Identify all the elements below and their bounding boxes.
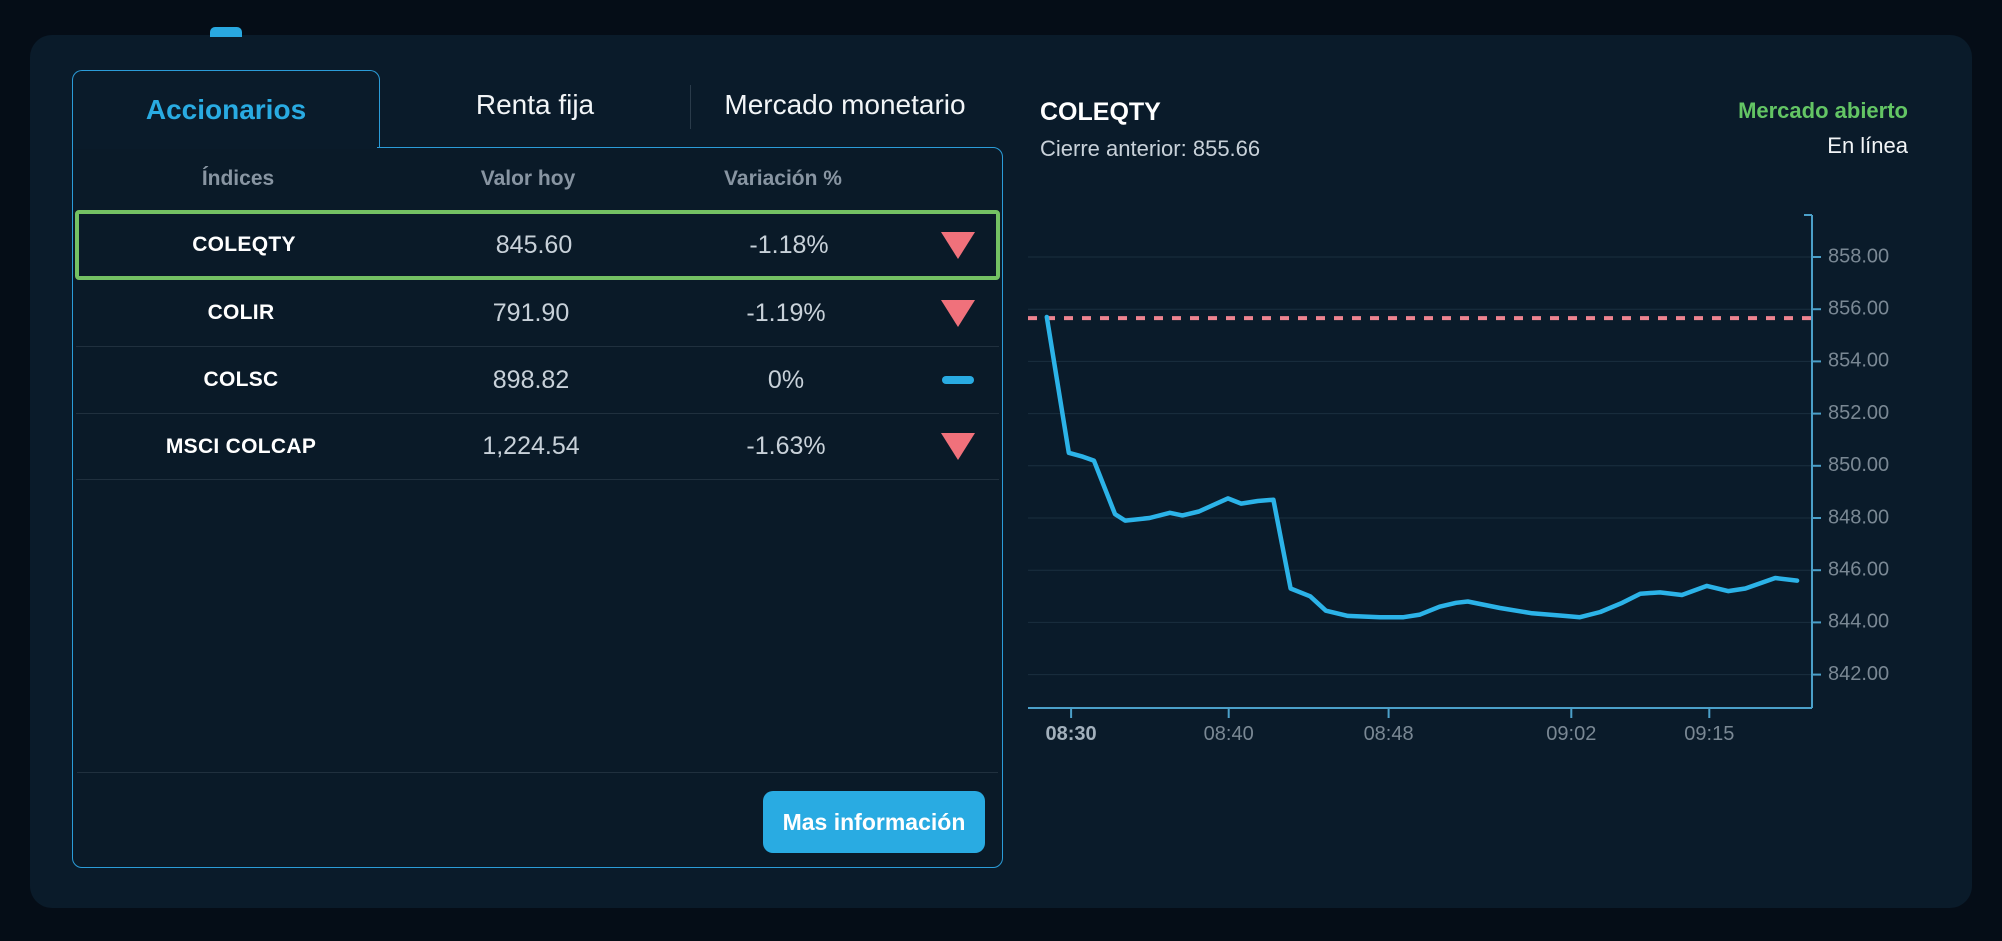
price-chart: 858.00 856.00 854.00 852.00 850.00 848.00 846.… (1028, 214, 1889, 745)
index-value: 791.90 (492, 298, 570, 327)
previous-close-text: Cierre anterior: 855.66 (1040, 136, 1260, 162)
previous-close-value: 855.66 (1192, 136, 1261, 161)
chart-title-block: COLEQTY Cierre anterior: 855.66 (1040, 98, 1260, 162)
y-axis-label: 856.00 (1828, 297, 1889, 319)
chart-symbol: COLEQTY (1040, 98, 1161, 126)
variation-icon-cell (916, 299, 999, 327)
variation-icon-cell (919, 231, 996, 259)
tab-accionarios[interactable]: Accionarios (72, 70, 380, 149)
tabs-divider (690, 85, 691, 129)
market-status-badge: Mercado abierto (1738, 98, 1908, 123)
tab-renta-fija[interactable]: Renta fija (400, 70, 670, 140)
index-value: 898.82 (492, 365, 570, 394)
down-triangle-icon (940, 299, 975, 327)
index-variation: 0% (767, 365, 805, 394)
connection-status: En línea (1827, 133, 1908, 158)
card-top-mask (73, 146, 377, 149)
y-axis-label: 854.00 (1828, 350, 1889, 372)
more-info-button[interactable]: Mas información (763, 791, 985, 853)
table-row-coleqty[interactable]: COLEQTY 845.60 -1.18% (75, 210, 1000, 280)
index-name: MSCI COLCAP (165, 434, 317, 458)
table-row-colir[interactable]: COLIR 791.90 -1.19% (76, 280, 999, 347)
y-axis-label: 850.00 (1828, 454, 1889, 476)
index-variation: -1.19% (746, 298, 826, 327)
previous-close-label: Cierre anterior: (1040, 136, 1193, 161)
y-axis-label: 848.00 (1828, 506, 1889, 528)
tab-indicator-remnant (210, 27, 242, 37)
index-value: 1,224.54 (482, 432, 580, 460)
column-header-valor-hoy: Valor hoy (480, 167, 576, 190)
chart-status-block: Mercado abierto En línea (1738, 98, 1908, 159)
variation-icon-cell (916, 433, 999, 460)
y-axis-label: 846.00 (1828, 558, 1889, 580)
x-axis-label: 09:02 (1546, 723, 1596, 745)
y-axis-label: 844.00 (1828, 611, 1889, 633)
y-axis-label: 852.00 (1828, 402, 1889, 424)
column-header-indices: Índices (201, 167, 275, 190)
index-variation: -1.63% (746, 432, 826, 460)
down-triangle-icon (940, 231, 975, 259)
y-axis-label: 842.00 (1828, 663, 1889, 685)
price-line-series (1044, 314, 1800, 620)
table-header-row: Índices Valor hoy Variación % (73, 148, 1002, 210)
column-header-variacion: Variación % (724, 167, 842, 190)
tab-mercado-monetario[interactable]: Mercado monetario (700, 70, 990, 140)
tab-accionarios-label: Accionarios (145, 94, 307, 125)
index-name: COLIR (207, 301, 275, 324)
flat-dash-icon (941, 376, 974, 384)
variation-icon-cell (916, 376, 999, 384)
x-axis-label: 08:30 (1046, 723, 1097, 745)
index-variation: -1.18% (749, 230, 829, 259)
index-name: COLEQTY (192, 233, 296, 256)
footer-divider (77, 772, 998, 773)
tab-mercado-monetario-label: Mercado monetario (724, 89, 966, 120)
y-axis-label: 858.00 (1828, 245, 1889, 267)
table-body: COLEQTY 845.60 -1.18% COLIR 791.90 -1.19% COLS… (73, 210, 1002, 480)
index-name: COLSC (203, 368, 279, 391)
table-row-colsc[interactable]: COLSC 898.82 0% (76, 347, 999, 414)
table-row-msci-colcap[interactable]: MSCI COLCAP 1,224.54 -1.63% (76, 414, 999, 480)
indices-card: Índices Valor hoy Variación % COLEQTY 845… (72, 147, 1003, 868)
x-axis-label: 08:40 (1204, 723, 1254, 745)
down-triangle-icon (940, 433, 975, 460)
x-axis-label: 08:48 (1364, 723, 1414, 745)
tab-renta-fija-label: Renta fija (475, 89, 595, 120)
x-axis-label: 09:15 (1684, 723, 1734, 745)
index-value: 845.60 (495, 230, 573, 259)
